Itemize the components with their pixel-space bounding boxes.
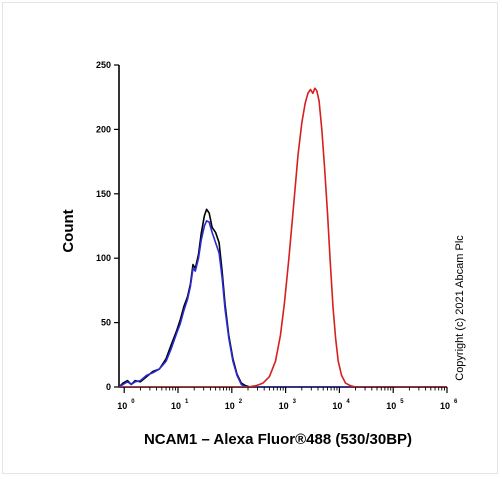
x-tick-label-3: 10	[279, 401, 289, 411]
x-tick-exponent-2: 2	[239, 399, 243, 405]
x-tick-label-1: 10	[171, 401, 181, 411]
x-tick-exponent-3: 3	[293, 399, 297, 405]
x-tick-exponent-0: 0	[131, 399, 135, 405]
x-tick-exponent-5: 5	[400, 399, 404, 405]
series-line-1	[119, 220, 447, 387]
x-tick-exponent-1: 1	[185, 399, 189, 405]
series-line-2	[119, 87, 447, 387]
y-axis-label: Count	[60, 209, 77, 252]
y-tick-label-200: 200	[96, 124, 111, 134]
x-tick-label-4: 10	[332, 401, 342, 411]
y-tick-label-0: 0	[106, 382, 111, 392]
x-tick-label-2: 10	[225, 401, 235, 411]
x-tick-label-6: 10	[440, 401, 450, 411]
y-tick-label-150: 150	[96, 189, 111, 199]
x-tick-exponent-4: 4	[346, 399, 350, 405]
y-tick-label-100: 100	[96, 253, 111, 263]
y-tick-label-50: 50	[101, 318, 111, 328]
x-tick-label-5: 10	[386, 401, 396, 411]
x-tick-exponent-6: 6	[454, 399, 458, 405]
copyright-notice: Copyright (c) 2021 Abcam Plc	[454, 235, 466, 381]
series-line-0	[119, 208, 447, 387]
figure-frame: 0 50 100 150 200 250 10 0 10 1 10 2 10 3 10 4 10 5 10 6 Cou…	[2, 2, 498, 474]
y-tick-label-250: 250	[96, 60, 111, 70]
x-tick-label-0: 10	[117, 401, 127, 411]
x-axis-label: NCAM1 – Alexa Fluor®488 (530/30BP)	[144, 431, 412, 448]
